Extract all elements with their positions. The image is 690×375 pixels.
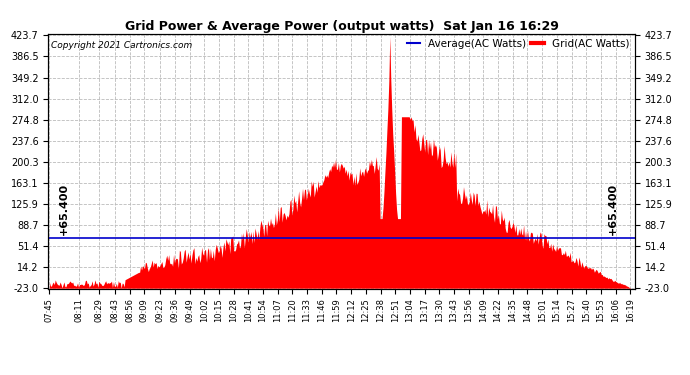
Text: +65.400: +65.400 [59, 183, 69, 236]
Legend: Average(AC Watts), Grid(AC Watts): Average(AC Watts), Grid(AC Watts) [407, 39, 629, 49]
Title: Grid Power & Average Power (output watts)  Sat Jan 16 16:29: Grid Power & Average Power (output watts… [125, 20, 558, 33]
Text: Copyright 2021 Cartronics.com: Copyright 2021 Cartronics.com [51, 41, 193, 50]
Text: +65.400: +65.400 [609, 183, 618, 236]
